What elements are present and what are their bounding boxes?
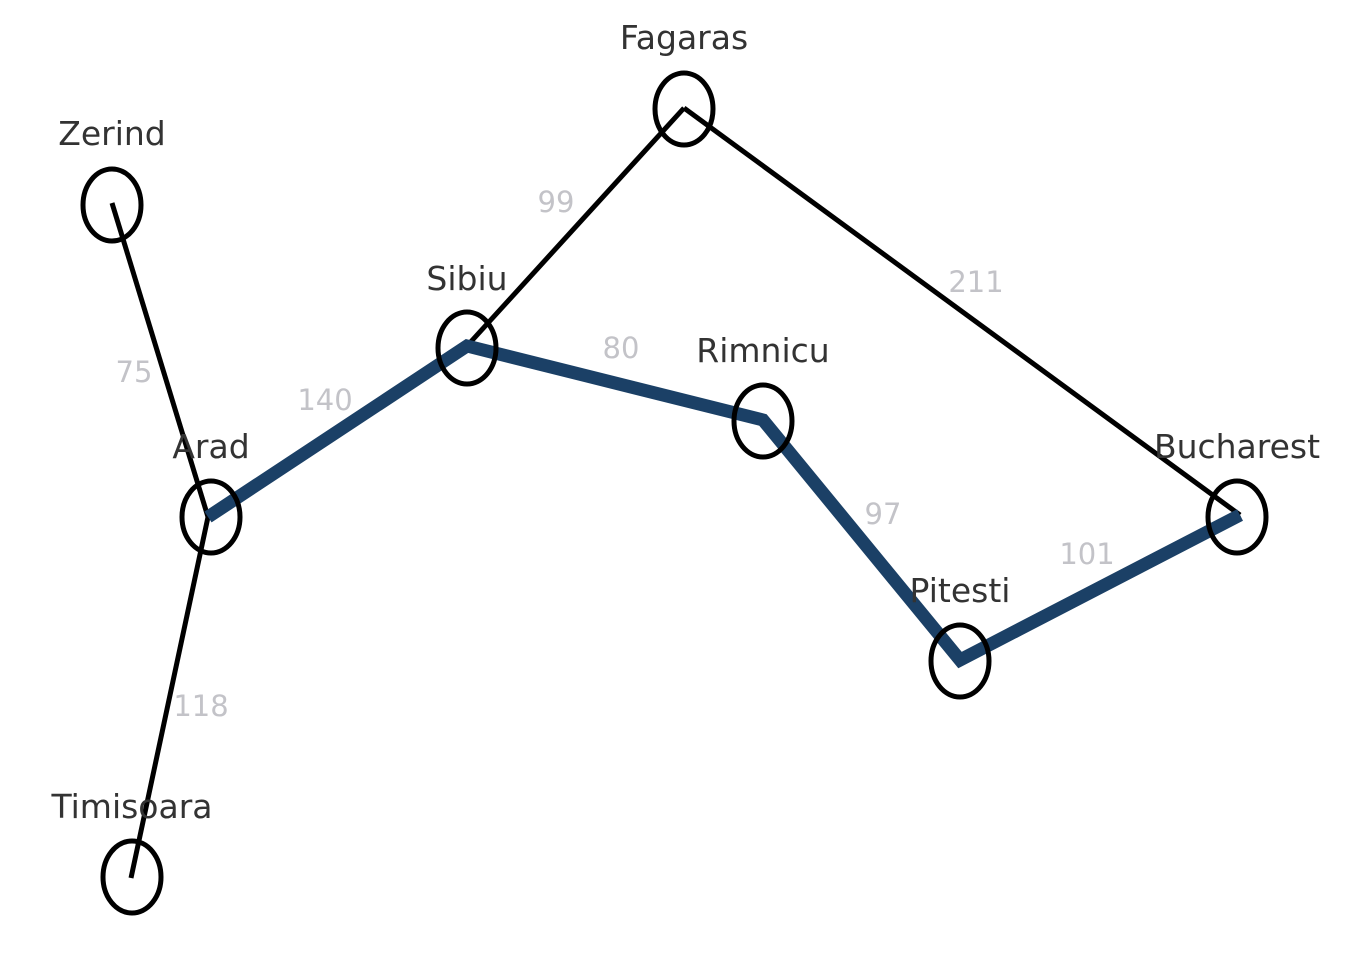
edge-weights-layer: 75 118 140 99 211 80 97 101 (116, 185, 1115, 723)
node-timisoara[interactable] (100, 838, 164, 916)
city-label-zerind: Zerind (58, 114, 166, 153)
edge-weight-fagaras-bucharest: 211 (948, 265, 1003, 299)
edges-layer (109, 105, 1242, 879)
edge-weight-sibiu-rimnicu: 80 (603, 331, 640, 365)
city-label-pitesti: Pitesti (910, 571, 1011, 610)
edge-weight-pitesti-bucharest: 101 (1059, 537, 1114, 571)
city-label-sibiu: Sibiu (426, 259, 507, 298)
highlighted-path-layer (204, 339, 1243, 669)
node-sibiu[interactable] (435, 309, 499, 387)
city-label-arad: Arad (172, 427, 249, 466)
edge-arad-timisoara (128, 516, 211, 879)
node-zerind[interactable] (80, 166, 144, 244)
edge-weight-zerind-arad: 75 (116, 355, 153, 389)
edge-zerind-arad (109, 202, 211, 518)
city-label-timisoara: Timisoara (50, 787, 212, 826)
node-pitesti[interactable] (928, 622, 992, 700)
edge-sibiu-fagaras (465, 106, 686, 348)
node-bucharest[interactable] (1205, 478, 1269, 556)
city-label-rimnicu: Rimnicu (696, 331, 829, 370)
edge-fagaras-bucharest (682, 105, 1242, 518)
edge-weight-arad-sibiu: 140 (297, 383, 352, 417)
edge-weight-rimnicu-pitesti: 97 (865, 497, 902, 531)
city-label-bucharest: Bucharest (1154, 427, 1320, 466)
city-labels-layer: Zerind Arad Timisoara Sibiu Fagaras Rimnicu Pi… (50, 18, 1320, 826)
nodes-layer (80, 70, 1269, 916)
node-fagaras[interactable] (652, 70, 716, 148)
node-arad[interactable] (179, 478, 243, 556)
edge-weight-arad-timisoara: 118 (173, 689, 228, 723)
edge-weight-sibiu-fagaras: 99 (538, 185, 575, 219)
node-rimnicu[interactable] (731, 382, 795, 460)
highlighted-route (204, 339, 1243, 669)
city-label-fagaras: Fagaras (620, 18, 748, 57)
